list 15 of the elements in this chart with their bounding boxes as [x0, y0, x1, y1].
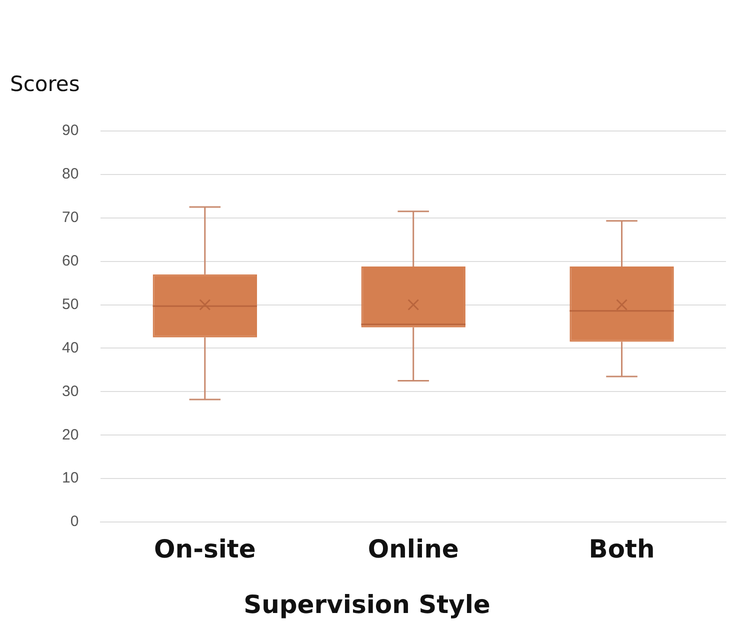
y-tick-label: 30 — [62, 382, 79, 400]
y-tick-label: 50 — [62, 296, 79, 313]
y-tick-label: 0 — [70, 513, 79, 530]
y-tick-label: 40 — [62, 339, 79, 356]
x-tick-label: Both — [588, 534, 655, 564]
x-axis-title: Supervision Style — [242, 590, 492, 619]
y-tick-label: 60 — [62, 252, 79, 270]
y-tick-label: 10 — [62, 470, 79, 487]
y-tick-label: 80 — [62, 166, 79, 183]
y-tick-label: 70 — [62, 209, 79, 226]
y-tick-label: 20 — [62, 426, 79, 444]
x-tick-label: Online — [368, 534, 459, 564]
y-axis-title: Scores — [10, 72, 80, 96]
y-tick-label: 90 — [62, 122, 79, 140]
x-tick-label: On-site — [154, 534, 256, 564]
